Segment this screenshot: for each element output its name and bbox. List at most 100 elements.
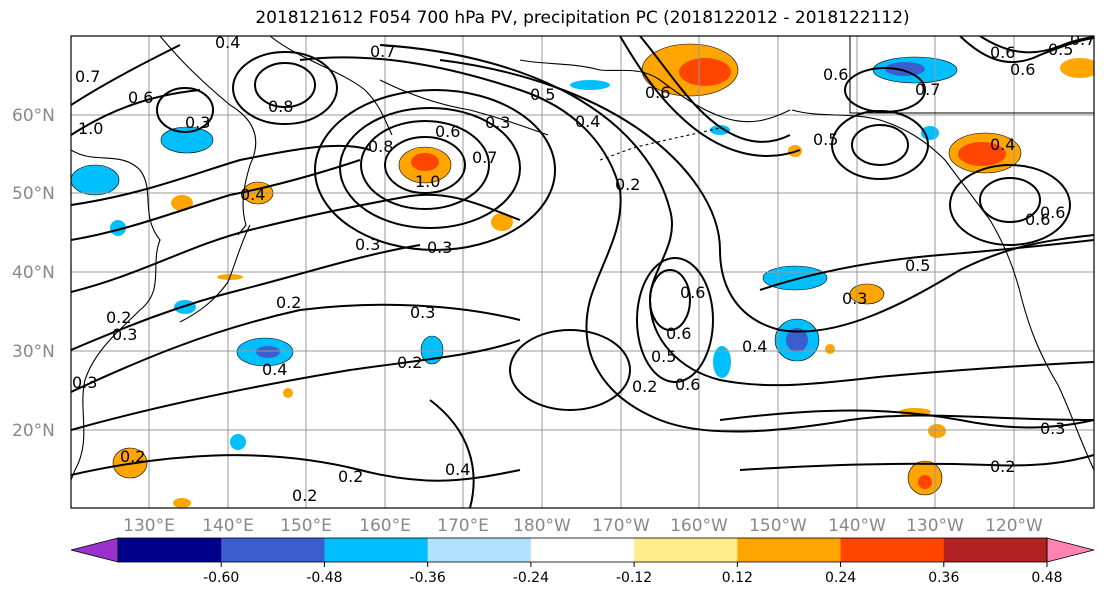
pv-contour-0.2 <box>739 454 1094 471</box>
pv-contour-0.4 <box>429 399 475 508</box>
pv-contour-0.2 <box>71 244 421 351</box>
precip-positive-area <box>928 424 946 438</box>
contour-label: 0.2 <box>120 447 145 466</box>
colorbar-segment <box>221 538 325 562</box>
map-title: 2018121612 F054 700 hPa PV, precipitatio… <box>255 8 910 28</box>
contour-label: 0.4 <box>215 33 240 52</box>
pv-contour-0.8 <box>360 120 490 210</box>
contour-label: 0.5 <box>905 256 930 275</box>
pv-contour-0.2 <box>71 454 521 482</box>
pv-contour-0.6 <box>979 177 1041 223</box>
lon-label: 150°E <box>280 516 332 536</box>
precip-negative-area <box>71 164 120 196</box>
pv-contour-0.6 <box>314 89 556 251</box>
pv-contour-0.3 <box>71 339 521 431</box>
precip-negative-area <box>230 434 246 450</box>
lon-label: 160°E <box>359 516 411 536</box>
contour-label: 0.2 <box>397 353 422 372</box>
okhotsk-coast <box>159 36 257 236</box>
lon-label: 150°W <box>749 516 807 536</box>
contour-label: 0.6 <box>1040 203 1065 222</box>
lat-label: 20°N <box>12 421 55 441</box>
precip-negative-core <box>256 346 280 358</box>
contour-label: 0.7 <box>370 42 395 61</box>
contour-label: 0.7 <box>1070 30 1095 49</box>
precip-positive-core <box>918 475 932 489</box>
lat-label: 60°N <box>12 106 55 126</box>
contour-label: 0.3 <box>427 238 452 257</box>
pv-contour-0.7 <box>232 51 338 125</box>
colorbar-tick-label: 0.36 <box>928 570 959 586</box>
contour-label: 0.4 <box>262 360 287 379</box>
precip-negative-core <box>786 328 808 352</box>
precip-positive-area <box>491 213 513 231</box>
lat-label: 30°N <box>12 342 55 362</box>
precip-negative-area <box>570 80 610 90</box>
lon-label: 120°W <box>985 516 1043 536</box>
colorbar-tick-label: 0.12 <box>722 570 753 586</box>
contour-label: 0.4 <box>742 337 767 356</box>
contour-label: 0.5 <box>651 347 676 366</box>
colorbar-tick-label: -0.36 <box>410 570 446 586</box>
contour-label: 0.7 <box>75 67 100 86</box>
pv-contour-0.6 <box>649 269 691 331</box>
map-frame <box>70 35 1095 509</box>
pv-contour-0.6 <box>639 36 791 143</box>
contour-label: 0.2 <box>338 467 363 486</box>
contour-label: 0.5 <box>1048 40 1073 59</box>
precip-negative-area <box>160 126 214 154</box>
precip-positive-core <box>411 153 439 171</box>
pv-contour-0.3 <box>299 56 1094 433</box>
pv-contour-0.7 <box>71 44 181 106</box>
pv-contour-0.7 <box>979 36 1094 54</box>
colorbar-segment <box>840 538 945 562</box>
colorbar-tick-label: 0.24 <box>825 570 856 586</box>
japan-coast <box>179 224 251 323</box>
north-america-coast <box>791 109 1094 471</box>
colorbar-segment <box>324 538 429 562</box>
contour-label: 0.3 <box>72 373 97 392</box>
pv-contours <box>71 36 1094 508</box>
colorbar-extend-low <box>70 537 119 563</box>
contour-label: 0.4 <box>445 460 470 479</box>
colorbar-segment <box>634 538 738 562</box>
precip-negative-area <box>710 125 730 135</box>
colorbar-tick-label: -0.48 <box>306 570 342 586</box>
longitude-labels: 130°E 140°E 150°E 160°E 170°E 180°W 170°… <box>123 516 1043 536</box>
contour-label: 0.4 <box>990 135 1015 154</box>
colorbar-outline <box>117 537 1048 563</box>
contour-label: 0.3 <box>485 113 510 132</box>
contour-label: 0.3 <box>112 325 137 344</box>
lon-label: 160°W <box>670 516 728 536</box>
precip-positive-area <box>825 344 835 354</box>
colorbar-segment <box>737 538 842 562</box>
alaska-coast <box>519 59 791 123</box>
inset-box <box>849 36 1094 114</box>
aleutian-islands <box>599 127 721 161</box>
contour-label: 0.6 <box>823 65 848 84</box>
pv-contour-0.5 <box>619 36 801 157</box>
contour-label: 0.6 <box>675 375 700 394</box>
contour-label: 0.7 <box>915 80 940 99</box>
pv-contour-0.5 <box>949 164 1071 246</box>
precip-negative-area <box>713 346 731 378</box>
contour-label: 0.8 <box>368 137 393 156</box>
pv-contour-0.5 <box>636 257 714 383</box>
precip-positive-area <box>283 388 293 398</box>
latitude-labels: 60°N 50°N 40°N 30°N 20°N <box>12 106 55 441</box>
colorbar-tick-label: 0.48 <box>1031 570 1062 586</box>
contour-label: 0.3 <box>410 303 435 322</box>
pv-contour-0.6 <box>156 87 214 133</box>
lon-label: 140°W <box>828 516 886 536</box>
contour-label: 0.2 <box>990 457 1015 476</box>
pv-contour-1.0 <box>71 89 201 136</box>
colorbar-segment <box>427 538 532 562</box>
asia-coast <box>71 149 161 481</box>
contour-label: 0.6 <box>1025 210 1050 229</box>
contour-label: 1.0 <box>78 119 103 138</box>
contour-label: 0.2 <box>615 175 640 194</box>
contour-label: 0.2 <box>632 377 657 396</box>
precip-positive-core <box>958 142 1006 166</box>
lon-label: 170°W <box>592 516 650 536</box>
